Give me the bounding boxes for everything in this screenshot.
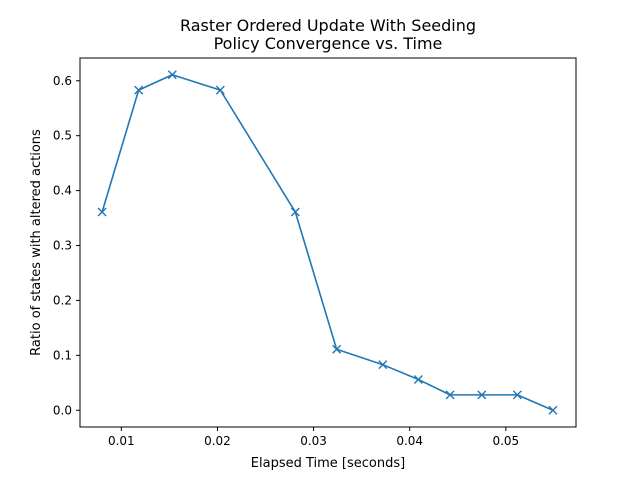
data-point-marker	[97, 207, 107, 217]
data-point-marker	[445, 390, 455, 400]
chart-title-line2: Policy Convergence vs. Time	[214, 34, 443, 53]
x-tick-label: 0.04	[396, 434, 423, 448]
data-point-marker	[332, 344, 342, 354]
y-axis-ticks: 0.0 0.1 0.2 0.3 0.4 0.5 0.6	[53, 74, 80, 417]
plot-area	[97, 70, 558, 415]
y-tick-label: 0.6	[53, 74, 72, 88]
chart-title-line1: Raster Ordered Update With Seeding	[180, 16, 476, 35]
y-tick-label: 0.1	[53, 348, 72, 362]
x-tick-label: 0.01	[108, 434, 135, 448]
series-line	[101, 73, 554, 411]
axes-frame	[79, 57, 577, 428]
x-axis-ticks: 0.01 0.02 0.03 0.04 0.05	[108, 427, 519, 448]
y-tick-label: 0.5	[53, 129, 72, 143]
x-axis-label: Elapsed Time [seconds]	[251, 456, 405, 471]
y-axis-label: Ratio of states with altered actions	[29, 129, 44, 356]
data-point-marker	[512, 390, 522, 400]
y-tick-label: 0.2	[53, 293, 72, 307]
data-point-marker	[134, 85, 144, 95]
data-point-marker	[378, 360, 388, 370]
x-tick-label: 0.03	[300, 434, 327, 448]
x-tick-label: 0.02	[204, 434, 231, 448]
y-tick-label: 0.0	[53, 403, 72, 417]
data-point-marker	[167, 70, 177, 80]
y-tick-label: 0.3	[53, 239, 72, 253]
data-point-marker	[413, 375, 423, 384]
data-point-marker	[290, 207, 300, 217]
data-point-marker	[215, 85, 225, 95]
data-point-marker	[548, 405, 558, 415]
data-point-marker	[477, 390, 487, 400]
y-tick-label: 0.4	[53, 184, 72, 198]
x-tick-label: 0.05	[492, 434, 519, 448]
